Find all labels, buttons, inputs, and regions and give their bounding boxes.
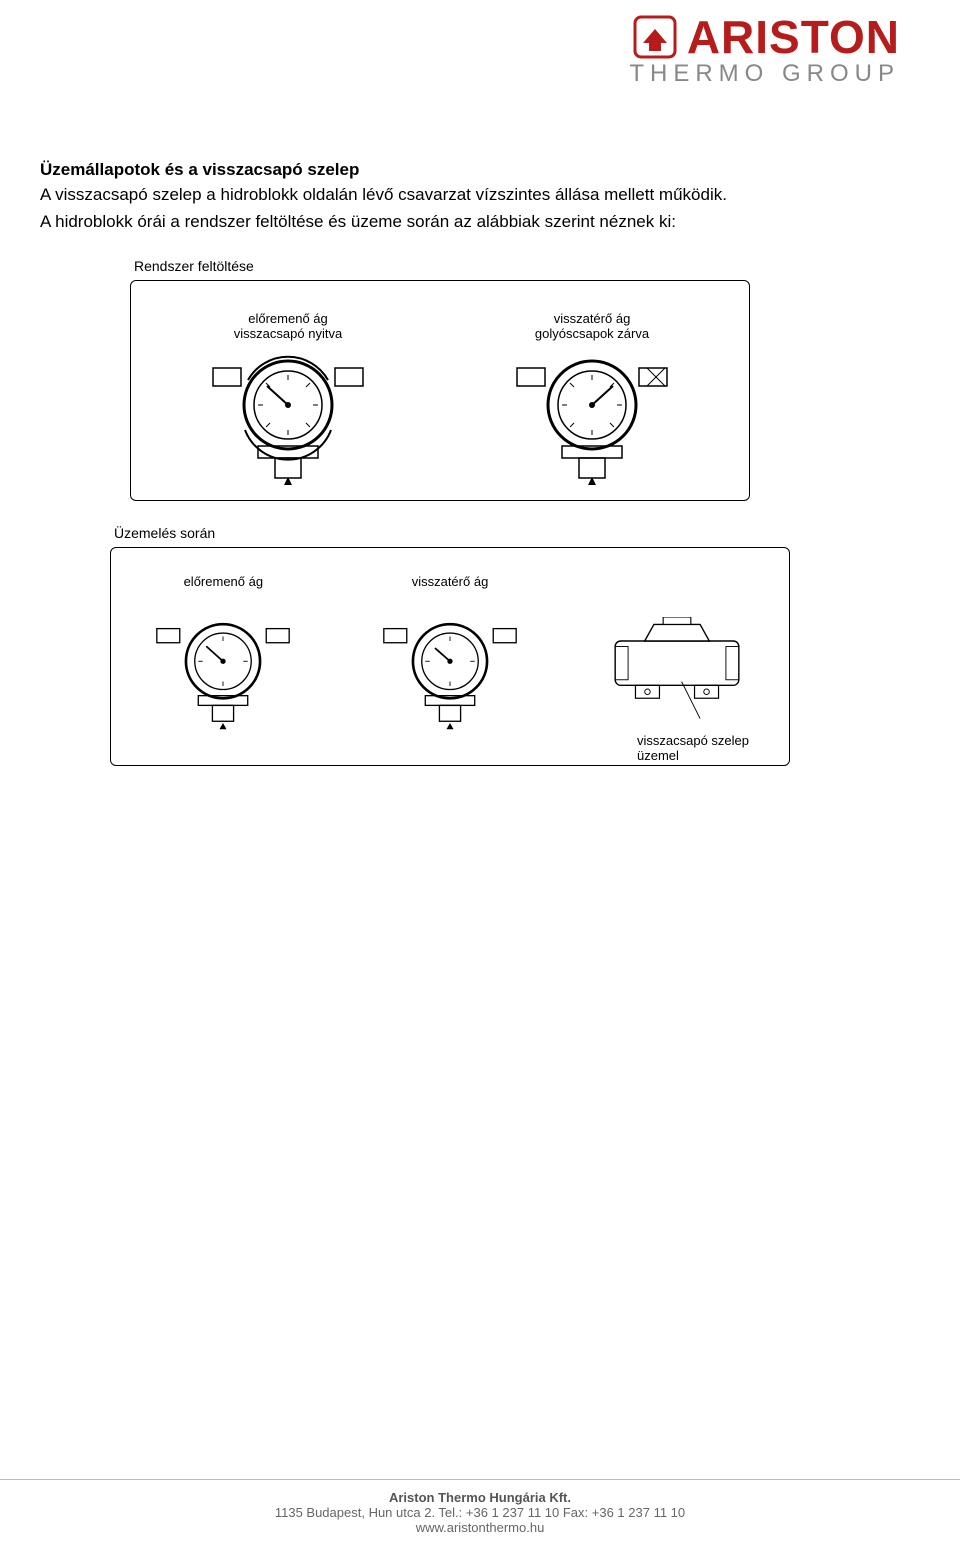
brand-subtitle: THERMO GROUP: [629, 60, 900, 88]
gauge-flow-open-icon: [203, 350, 373, 490]
paragraph-2: A hidroblokk órái a rendszer feltöltése …: [40, 211, 920, 234]
figure-filling: Rendszer feltöltése előremenő ág visszac…: [130, 258, 750, 501]
figure1-title: Rendszer feltöltése: [134, 258, 750, 274]
figure2-right-label-spacer: [578, 579, 775, 609]
figure2-left-col: előremenő ág: [125, 574, 322, 737]
section-heading: Üzemállapotok és a visszacsapó szelep: [40, 160, 920, 180]
brand-name: ARISTON: [687, 10, 900, 64]
figure2-frame: előremenő ág: [110, 547, 790, 766]
footer-web: www.aristonthermo.hu: [0, 1520, 960, 1535]
footer-company: Ariston Thermo Hungária Kft.: [0, 1490, 960, 1505]
figure2-right-col: [578, 579, 775, 737]
check-valve-icon: [592, 617, 762, 737]
figure2-mid-label: visszatérő ág: [352, 574, 549, 604]
figure1-left-col: előremenő ág visszacsapó nyitva: [151, 311, 425, 490]
page-footer: Ariston Thermo Hungária Kft. 1135 Budape…: [0, 1479, 960, 1535]
figure1-right-col: visszatérő ág golyóscsapok zárva: [455, 311, 729, 490]
house-icon: [631, 13, 679, 61]
figure2-title: Üzemelés során: [114, 525, 790, 541]
figure1-left-label: előremenő ág visszacsapó nyitva: [151, 311, 425, 342]
gauge-return-closed-icon: [507, 350, 677, 490]
brand-header: ARISTON THERMO GROUP: [629, 10, 900, 88]
paragraph-1: A visszacsapó szelep a hidroblokk oldalá…: [40, 184, 920, 207]
figure1-right-label: visszatérő ág golyóscsapok zárva: [455, 311, 729, 342]
figure1-frame: előremenő ág visszacsapó nyitva: [130, 280, 750, 501]
footer-address: 1135 Budapest, Hun utca 2. Tel.: +36 1 2…: [0, 1505, 960, 1520]
figure2-mid-col: visszatérő ág: [352, 574, 549, 737]
gauge-return-op-icon: [375, 612, 525, 737]
figure-operating: Üzemelés során előremenő ág: [110, 525, 790, 766]
main-content: Üzemállapotok és a visszacsapó szelep A …: [40, 160, 920, 786]
gauge-flow-op-icon: [148, 612, 298, 737]
figure2-left-label: előremenő ág: [125, 574, 322, 604]
figure2-callout: visszacsapó szelep üzemel: [637, 734, 749, 763]
